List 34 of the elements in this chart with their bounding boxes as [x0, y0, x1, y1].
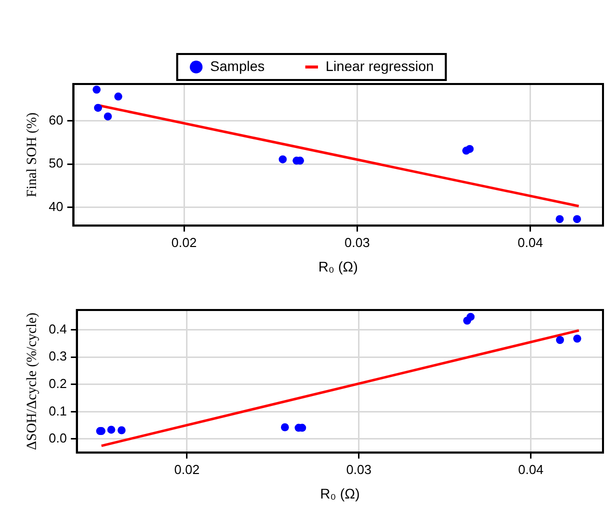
y-tick-label: 40 — [48, 198, 64, 214]
y-tick-label: 0.0 — [48, 430, 67, 446]
point — [278, 155, 287, 164]
point — [466, 312, 475, 321]
point — [107, 426, 116, 434]
y-tick-label: 0.4 — [48, 321, 67, 336]
x-tick-label: 0.04 — [518, 462, 544, 477]
y-axis-title: ΔSOH/Δcycle (%/cycle) — [25, 312, 40, 450]
x-axis-title: R₀ (Ω) — [318, 258, 358, 274]
point — [556, 336, 564, 344]
point — [114, 92, 122, 101]
legend-label: Linear regression — [326, 58, 434, 74]
x-tick-label: 0.03 — [346, 462, 372, 477]
y-tick-label: 60 — [48, 112, 64, 128]
x-tick-label: 0.03 — [344, 234, 370, 250]
point — [118, 426, 126, 434]
point — [92, 86, 101, 94]
y-tick-label: 0.1 — [48, 403, 67, 418]
point — [104, 112, 112, 120]
x-tick-label: 0.02 — [174, 462, 200, 477]
x-tick-label: 0.02 — [171, 234, 197, 250]
y-axis-title: Final SOH (%) — [25, 112, 40, 198]
point — [573, 334, 582, 343]
point — [466, 144, 474, 153]
point — [280, 423, 289, 432]
legend-label: Samples — [210, 58, 265, 74]
point — [556, 215, 564, 224]
y-tick-label: 0.2 — [48, 376, 67, 392]
point — [573, 215, 582, 224]
x-tick-label: 0.04 — [518, 234, 543, 250]
point — [94, 104, 102, 112]
x-axis-title: R₀ (Ω) — [320, 485, 360, 502]
y-tick-label: 50 — [48, 156, 64, 171]
y-tick-label: 0.3 — [48, 348, 67, 364]
